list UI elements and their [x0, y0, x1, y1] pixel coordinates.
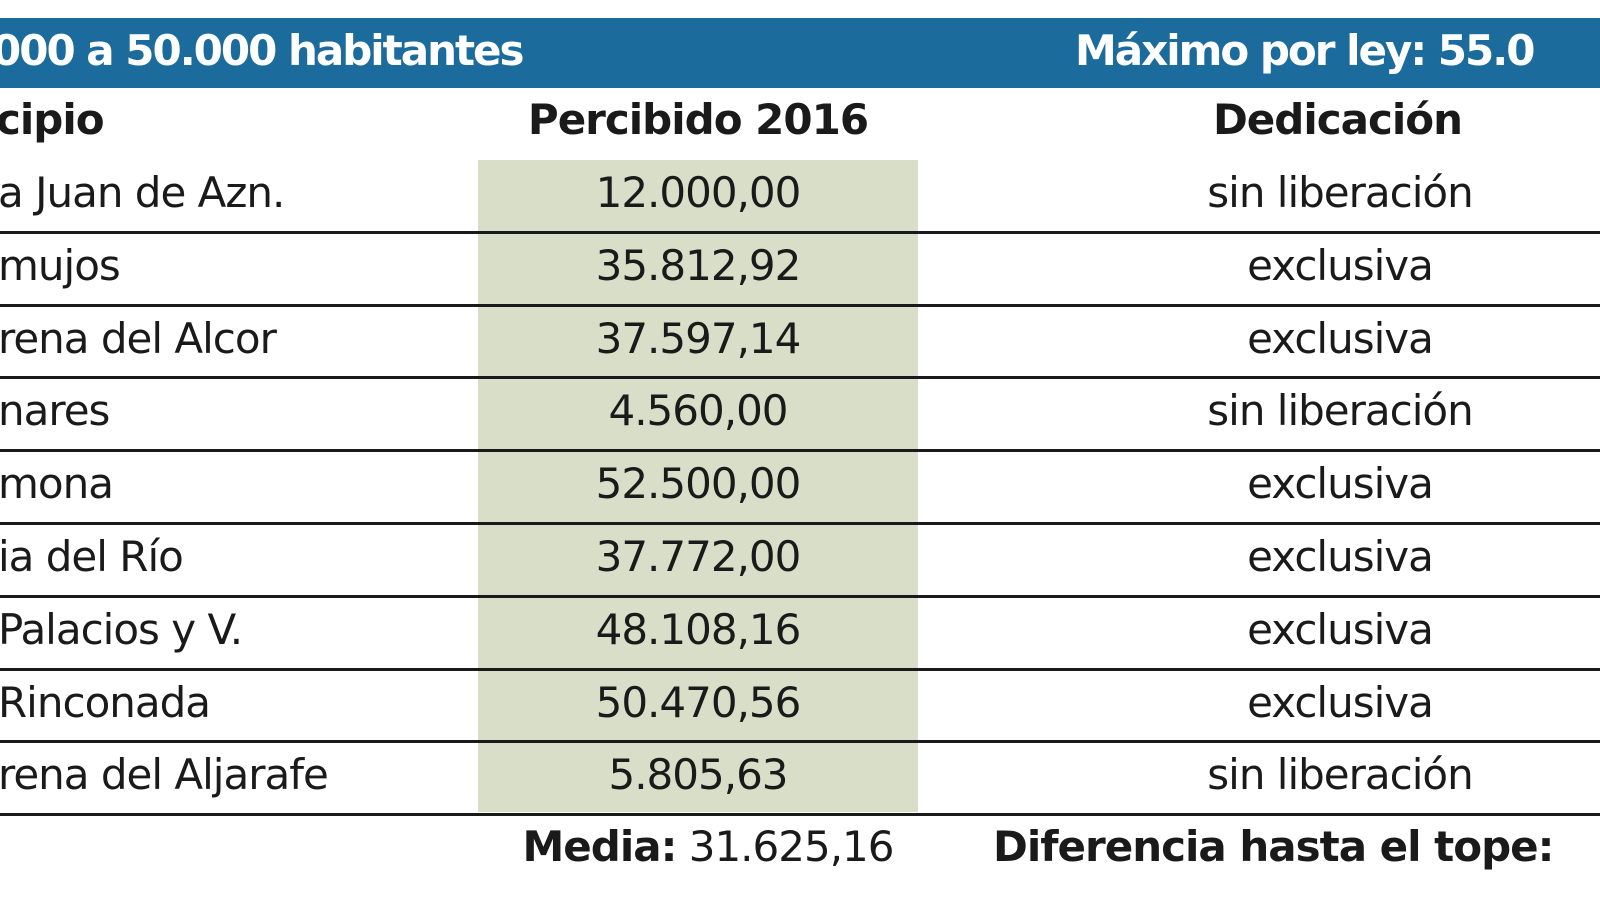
banner-right: Máximo por ley: 55.0 — [1075, 26, 1535, 75]
amount: 52.500,00 — [595, 459, 802, 509]
header-cell: Dedicación — [1212, 95, 1463, 144]
row-rule — [0, 376, 1600, 380]
amount: 37.772,00 — [595, 532, 802, 581]
dedication: sin liberación — [1207, 386, 1473, 436]
municipality: mona — [0, 459, 114, 509]
dedication: sin liberación — [1207, 168, 1473, 217]
mean-value: 31.625,16 — [688, 822, 895, 871]
row-rule — [0, 449, 1600, 453]
row-rule — [0, 230, 1600, 234]
row-rule — [0, 594, 1600, 598]
amount: 5.805,63 — [608, 750, 788, 800]
row-rule — [0, 740, 1600, 744]
dedication: exclusiva — [1247, 532, 1434, 581]
municipality: Rinconada — [0, 677, 211, 727]
municipality: nares — [0, 386, 110, 436]
dedication: exclusiva — [1247, 459, 1434, 509]
dedication: exclusiva — [1247, 313, 1434, 363]
amount: 12.000,00 — [595, 168, 802, 217]
row-rule — [0, 667, 1600, 671]
row-rule — [0, 813, 1600, 817]
amount: 35.812,92 — [595, 240, 802, 290]
mean: Media: 31.625,16 — [478, 822, 938, 871]
dedication: exclusiva — [1247, 677, 1434, 727]
dedication: sin liberación — [1207, 750, 1473, 800]
amount: 50.470,56 — [595, 677, 802, 727]
amount: 4.560,00 — [608, 386, 788, 436]
municipality: rena del Alcor — [0, 313, 277, 363]
amount: 37.597,14 — [595, 313, 802, 363]
municipality: ia del Río — [0, 532, 184, 581]
row-rule — [0, 522, 1600, 525]
difference-label: Diferencia hasta el tope: — [993, 822, 1554, 871]
header-cell: Percibido 2016 — [527, 95, 869, 144]
mean-label: Media: — [522, 822, 677, 871]
row-rule — [0, 303, 1600, 307]
header-cell: cipio — [0, 95, 105, 144]
municipality: a Juan de Azn. — [0, 168, 285, 217]
highlight-column — [478, 160, 918, 812]
municipality: Palacios y V. — [0, 604, 243, 654]
municipality: rena del Aljarafe — [0, 750, 329, 800]
dedication: exclusiva — [1247, 240, 1434, 290]
banner: 000 a 50.000 habitantes Máximo por ley: … — [0, 18, 1600, 88]
banner-left: 000 a 50.000 habitantes — [0, 26, 525, 75]
municipality: mujos — [0, 240, 121, 290]
dedication: exclusiva — [1247, 604, 1434, 654]
amount: 48.108,16 — [595, 604, 802, 654]
